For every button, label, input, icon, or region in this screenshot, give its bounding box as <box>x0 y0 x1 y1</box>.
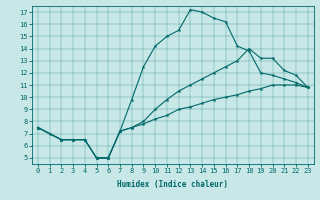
X-axis label: Humidex (Indice chaleur): Humidex (Indice chaleur) <box>117 180 228 189</box>
